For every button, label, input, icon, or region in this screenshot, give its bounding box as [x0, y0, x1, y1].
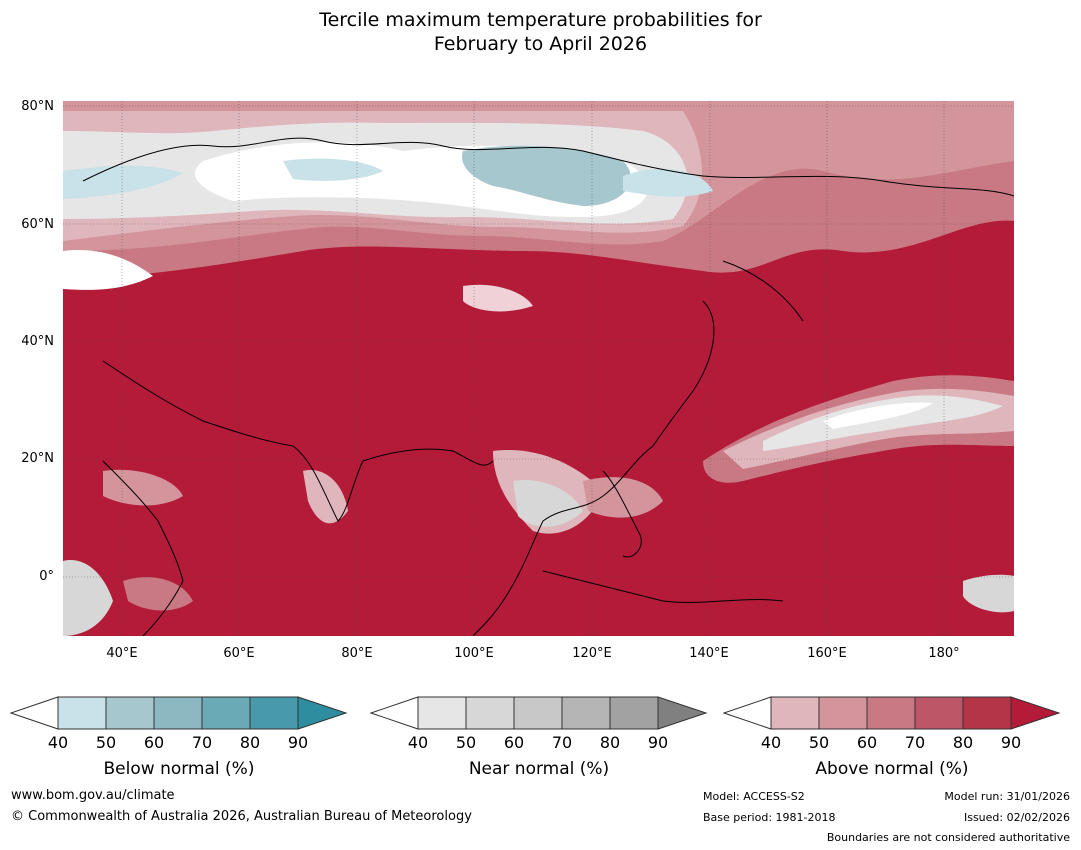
disclaimer: Boundaries are not considered authoritat… — [826, 831, 1070, 844]
x-label-60e: 60°E — [223, 646, 255, 661]
colorbar-segment — [962, 696, 1012, 730]
colorbar-segment — [465, 696, 515, 730]
colorbar-segment — [561, 696, 611, 730]
x-label-100e: 100°E — [454, 646, 494, 661]
colorbar-extend-low — [370, 696, 419, 730]
tick: 50 — [808, 733, 830, 752]
tick: 80 — [239, 733, 261, 752]
tick: 40 — [47, 733, 69, 752]
model-run: Model run: 31/01/2026 — [944, 790, 1070, 803]
colorbar-segment — [513, 696, 563, 730]
tick: 80 — [599, 733, 621, 752]
colorbar-segment — [105, 696, 155, 730]
tick: 90 — [1000, 733, 1022, 752]
model-name: Model: ACCESS-S2 — [703, 790, 805, 803]
y-label-60n: 60°N — [21, 217, 54, 232]
map-fill — [63, 101, 1014, 636]
title-line-2: February to April 2026 — [433, 33, 648, 55]
colorbar-extend-high — [657, 696, 708, 730]
below-normal-colorbar — [10, 696, 348, 730]
colorbar-segment — [249, 696, 299, 730]
colorbar-extend-high — [1010, 696, 1061, 730]
x-label-180: 180° — [928, 646, 960, 661]
y-label-40n: 40°N — [21, 334, 54, 349]
x-label-40e: 40°E — [106, 646, 138, 661]
y-label-20n: 20°N — [21, 451, 54, 466]
above-normal-title: Above normal (%) — [815, 759, 969, 779]
above-normal-colorbar — [723, 696, 1061, 730]
title-line-1: Tercile maximum temperature probabilitie… — [319, 9, 762, 31]
colorbar-segment — [153, 696, 203, 730]
tick: 70 — [904, 733, 926, 752]
tick: 60 — [143, 733, 165, 752]
near-normal-colorbar — [370, 696, 708, 730]
tick: 40 — [407, 733, 429, 752]
x-label-140e: 140°E — [689, 646, 729, 661]
y-label-80n: 80°N — [21, 99, 54, 114]
colorbar-segment — [818, 696, 868, 730]
colorbar-segment — [914, 696, 964, 730]
base-period: Base period: 1981-2018 — [703, 811, 836, 824]
tick: 50 — [455, 733, 477, 752]
colorbar-segment — [866, 696, 916, 730]
tick: 90 — [287, 733, 309, 752]
colorbar-segment — [609, 696, 659, 730]
x-label-160e: 160°E — [807, 646, 847, 661]
map-title: Tercile maximum temperature probabilitie… — [0, 8, 1081, 56]
colorbar-extend-high — [297, 696, 348, 730]
colorbar-segment — [417, 696, 467, 730]
colorbar-extend-low — [723, 696, 772, 730]
copyright: © Commonwealth of Australia 2026, Austra… — [11, 809, 472, 824]
issued-date: Issued: 02/02/2026 — [963, 811, 1070, 824]
colorbar-extend-low — [10, 696, 59, 730]
colorbar-segment — [770, 696, 820, 730]
tick: 90 — [647, 733, 669, 752]
probability-map — [63, 101, 1014, 636]
tick: 50 — [95, 733, 117, 752]
tick: 40 — [760, 733, 782, 752]
near-normal-title: Near normal (%) — [468, 759, 610, 779]
tick: 70 — [551, 733, 573, 752]
colorbar-segment — [201, 696, 251, 730]
x-label-80e: 80°E — [341, 646, 373, 661]
tick: 80 — [952, 733, 974, 752]
y-label-0: 0° — [39, 569, 54, 584]
website-link[interactable]: www.bom.gov.au/climate — [11, 788, 175, 803]
below-normal-title: Below normal (%) — [103, 759, 255, 779]
x-label-120e: 120°E — [572, 646, 612, 661]
tick: 70 — [191, 733, 213, 752]
tick: 60 — [503, 733, 525, 752]
colorbar-segment — [57, 696, 107, 730]
tick: 60 — [856, 733, 878, 752]
